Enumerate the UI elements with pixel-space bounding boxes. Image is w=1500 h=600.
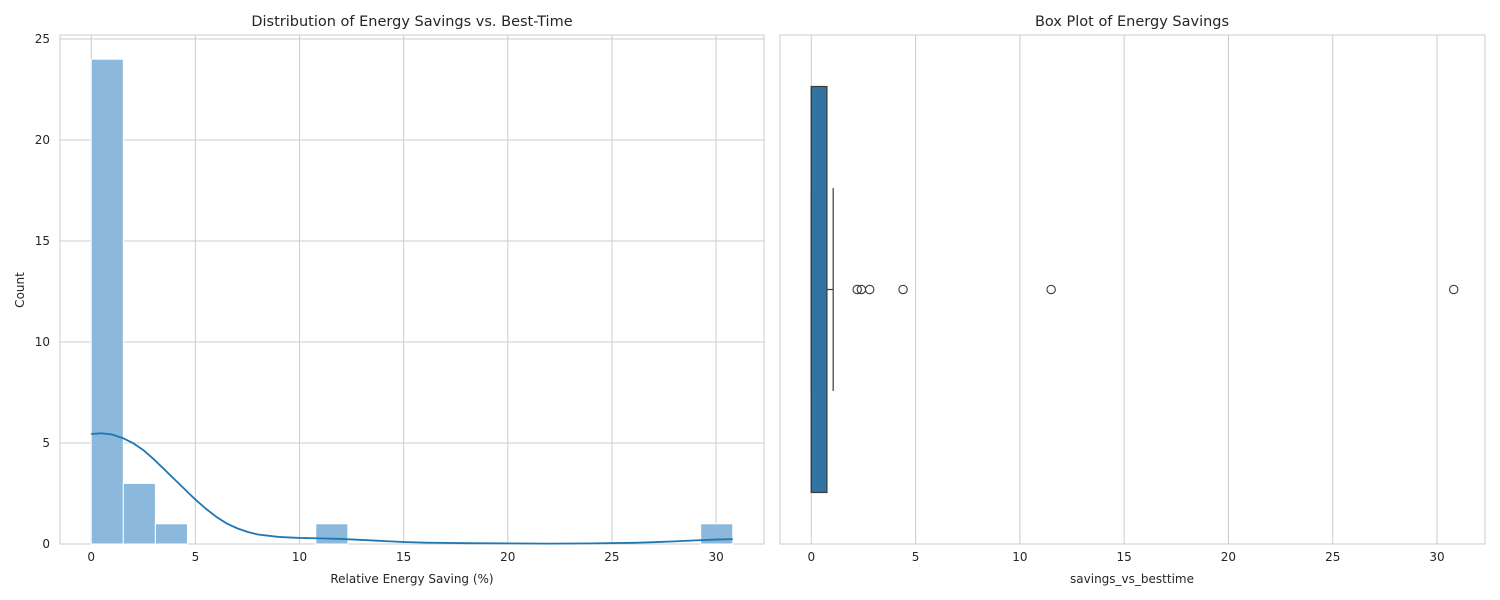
boxplot-x-tick-label: 15 bbox=[1117, 550, 1132, 564]
histogram-x-tick-label: 20 bbox=[500, 550, 515, 564]
histogram-x-ticks: 0 5 10 15 20 25 30 bbox=[87, 550, 723, 564]
histogram-plot-area bbox=[59, 34, 765, 545]
boxplot-plot-area bbox=[779, 34, 1486, 545]
boxplot-x-tick-label: 25 bbox=[1325, 550, 1340, 564]
histogram-bar bbox=[154, 523, 188, 545]
histogram-x-tick-label: 0 bbox=[87, 550, 95, 564]
histogram-x-axis-label: Relative Energy Saving (%) bbox=[330, 572, 493, 586]
boxplot-x-tick-label: 30 bbox=[1429, 550, 1444, 564]
histogram-y-tick-label: 10 bbox=[35, 335, 50, 349]
histogram-x-tick-label: 25 bbox=[604, 550, 619, 564]
boxplot-x-ticks: 0 5 10 15 20 25 30 bbox=[807, 550, 1444, 564]
kde-curve bbox=[91, 432, 733, 545]
outlier-point bbox=[852, 284, 862, 295]
histogram-y-tick-label: 25 bbox=[35, 32, 50, 46]
histogram-panel: 0 5 10 15 20 25 30 0 5 10 15 20 25 Distribution of … bbox=[13, 14, 765, 586]
boxplot-title: Box Plot of Energy Savings bbox=[1035, 14, 1229, 30]
outlier-point bbox=[1448, 284, 1459, 295]
histogram-bar bbox=[122, 482, 156, 545]
histogram-bar bbox=[90, 58, 124, 545]
histogram-x-tick-label: 30 bbox=[708, 550, 723, 564]
histogram-y-tick-label: 5 bbox=[42, 436, 50, 450]
outlier-point bbox=[898, 284, 908, 295]
histogram-grid bbox=[60, 35, 764, 545]
histogram-x-tick-label: 10 bbox=[292, 550, 307, 564]
histogram-y-ticks: 0 5 10 15 20 25 bbox=[35, 32, 50, 551]
histogram-bar bbox=[315, 523, 349, 545]
histogram-y-tick-label: 15 bbox=[35, 234, 50, 248]
boxplot-x-tick-label: 0 bbox=[807, 550, 815, 564]
iqr-box bbox=[810, 85, 828, 494]
histogram-y-tick-label: 0 bbox=[42, 537, 50, 551]
boxplot-x-tick-label: 20 bbox=[1221, 550, 1236, 564]
histogram-x-tick-label: 15 bbox=[396, 550, 411, 564]
outlier-point bbox=[1046, 284, 1056, 295]
histogram-y-tick-label: 20 bbox=[35, 133, 50, 147]
histogram-bar bbox=[700, 523, 734, 545]
boxplot-x-axis-label: savings_vs_besttime bbox=[1070, 572, 1194, 586]
histogram-x-tick-label: 5 bbox=[192, 550, 200, 564]
boxplot-elements bbox=[810, 85, 1459, 494]
boxplot-x-tick-label: 5 bbox=[912, 550, 920, 564]
outlier-point bbox=[864, 284, 875, 295]
boxplot-panel: 0 5 10 15 20 25 30 Box Plot of Energy Savings … bbox=[779, 14, 1486, 586]
boxplot-x-tick-label: 10 bbox=[1012, 550, 1027, 564]
histogram-y-axis-label: Count bbox=[13, 272, 27, 308]
histogram-title: Distribution of Energy Savings vs. Best-… bbox=[251, 14, 572, 30]
